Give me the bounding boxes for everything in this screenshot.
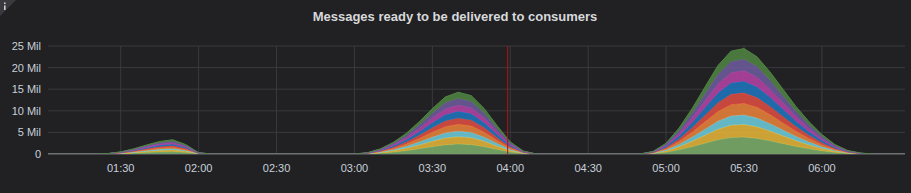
x-grid-line [198, 46, 199, 154]
x-tick-label: 02:00 [185, 162, 213, 174]
info-icon [4, 3, 6, 5]
info-corner [0, 0, 16, 16]
x-grid-line [120, 46, 121, 154]
x-grid-line [588, 46, 589, 154]
x-grid-line [354, 46, 355, 154]
x-grid-line [276, 46, 277, 154]
x-tick-label: 04:00 [496, 162, 524, 174]
x-tick-label: 03:00 [341, 162, 369, 174]
chart: Messages ready to be delivered to consum… [0, 0, 911, 193]
area [48, 59, 905, 154]
y-tick-label: 25 Mil [12, 40, 41, 52]
line [48, 59, 905, 154]
x-tick-label: 04:30 [574, 162, 602, 174]
y-tick-label: 5 Mil [18, 126, 41, 138]
x-tick-label: 06:00 [808, 162, 836, 174]
plot-area [48, 46, 905, 154]
x-grid-line [510, 46, 511, 154]
x-tick-label: 05:30 [730, 162, 758, 174]
x-grid-line [666, 46, 667, 154]
y-tick-label: 15 Mil [12, 83, 41, 95]
panel: {"chart_data": { "type": "area", "title"… [0, 0, 911, 193]
x-tick-label: 03:30 [419, 162, 447, 174]
title: Messages ready to be delivered to consum… [313, 9, 598, 24]
y-grid-line [48, 46, 905, 47]
y-tick-label: 10 Mil [12, 105, 41, 117]
y-grid-line [48, 67, 905, 68]
info-icon [4, 6, 6, 11]
y-tick-label: 20 Mil [12, 62, 41, 74]
x-axis-line [48, 154, 905, 155]
x-tick-label: 05:00 [652, 162, 680, 174]
event-line [507, 46, 508, 154]
area [48, 49, 905, 154]
x-tick-label: 02:30 [263, 162, 291, 174]
x-tick-label: 01:30 [107, 162, 135, 174]
y-tick-label: 0 [35, 148, 41, 160]
line [48, 49, 905, 154]
